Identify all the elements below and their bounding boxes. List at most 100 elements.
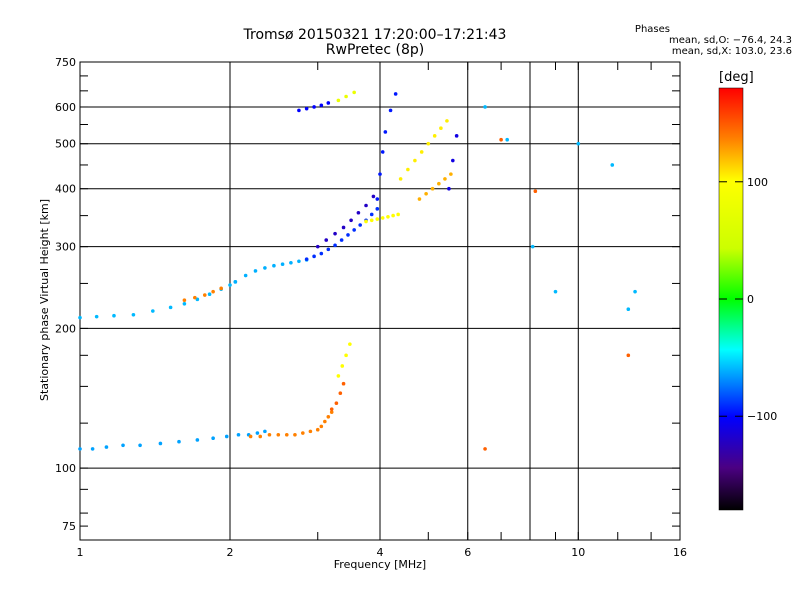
data-point xyxy=(380,216,385,220)
data-point xyxy=(112,313,116,318)
data-point xyxy=(326,101,331,105)
data-point xyxy=(336,98,341,103)
data-point xyxy=(364,203,368,208)
data-point xyxy=(333,243,337,248)
data-point xyxy=(276,432,281,437)
data-point xyxy=(375,197,380,201)
data-point xyxy=(424,192,428,196)
data-point xyxy=(553,289,558,294)
data-point xyxy=(375,207,380,211)
data-point xyxy=(94,314,99,319)
data-point xyxy=(121,443,125,448)
data-point xyxy=(315,244,320,249)
data-point xyxy=(211,289,215,294)
data-point xyxy=(338,391,343,396)
data-point xyxy=(530,244,535,249)
data-point xyxy=(378,172,382,176)
colorbar-tick-label: 100 xyxy=(747,176,768,189)
data-point xyxy=(393,92,398,96)
data-point xyxy=(263,266,267,270)
data-point xyxy=(207,292,212,296)
data-point xyxy=(78,315,82,320)
x-tick-label: 2 xyxy=(227,546,234,559)
chart-title: Tromsø 20150321 17:20:00–17:21:43 xyxy=(243,27,507,43)
data-points xyxy=(78,90,637,451)
data-point xyxy=(483,105,487,109)
data-point xyxy=(369,218,374,223)
colorbar-unit-label: [deg] xyxy=(719,70,754,85)
data-point xyxy=(371,194,376,199)
data-point xyxy=(383,130,388,134)
data-point xyxy=(352,228,356,232)
data-point xyxy=(426,141,431,146)
y-tick-label: 400 xyxy=(55,183,76,196)
data-point xyxy=(236,432,241,437)
data-point xyxy=(449,172,453,176)
data-point xyxy=(195,297,200,302)
data-point xyxy=(443,177,447,181)
data-point xyxy=(352,90,356,95)
colorbar-ticks: 100 0 −100 xyxy=(719,176,777,423)
x-tick-label: 1 xyxy=(77,546,84,559)
phases-heading: Phases xyxy=(634,24,670,35)
x-tick-label: 4 xyxy=(377,546,384,559)
data-point xyxy=(104,445,109,449)
data-point xyxy=(344,94,348,99)
data-point xyxy=(334,401,339,405)
data-point xyxy=(333,231,337,236)
data-point xyxy=(447,186,451,191)
data-point xyxy=(228,283,232,287)
data-point xyxy=(483,447,487,451)
data-point xyxy=(289,260,293,265)
x-axis-label: Frequency [MHz] xyxy=(334,558,426,571)
data-point xyxy=(255,431,260,435)
axis-ticks xyxy=(79,61,681,540)
data-point xyxy=(131,312,136,317)
data-point xyxy=(419,150,424,154)
data-point xyxy=(177,439,181,444)
data-point xyxy=(297,259,301,264)
y-tick-label: 100 xyxy=(55,462,76,475)
data-point xyxy=(211,436,215,440)
data-point xyxy=(78,447,82,451)
phases-x-stats: mean, sd,X: 103.0, 23.6 xyxy=(671,46,792,57)
data-point xyxy=(432,134,437,138)
colorbar-tick-label: 0 xyxy=(747,293,754,306)
data-point xyxy=(341,225,346,230)
data-point xyxy=(202,293,207,297)
data-point xyxy=(90,447,95,451)
data-point xyxy=(413,158,417,163)
data-point xyxy=(195,438,200,442)
data-point xyxy=(398,177,403,181)
data-point xyxy=(151,309,155,313)
data-point xyxy=(348,342,352,346)
data-point xyxy=(253,269,258,273)
data-point xyxy=(312,105,316,109)
phases-o-stats: mean, sd,O: −76.4, 24.3 xyxy=(669,35,792,46)
data-point xyxy=(445,119,449,123)
data-point xyxy=(193,295,197,300)
data-point xyxy=(308,429,313,434)
y-axis-label: Stationary phase Virtual Height [km] xyxy=(38,199,51,401)
data-point xyxy=(319,103,324,108)
data-point xyxy=(267,432,272,437)
data-point xyxy=(364,219,368,224)
data-point xyxy=(233,280,238,284)
data-point xyxy=(430,186,435,191)
data-point xyxy=(344,353,348,358)
y-tick-labels: 75 100 200 300 400 500 600 750 xyxy=(55,56,76,533)
data-point xyxy=(284,432,289,437)
colorbar-tick-label: −100 xyxy=(747,410,777,423)
data-point xyxy=(369,212,374,217)
data-point xyxy=(182,298,187,303)
data-point xyxy=(301,431,305,435)
grid xyxy=(79,62,681,540)
data-point xyxy=(340,364,345,368)
data-point xyxy=(319,251,324,256)
data-point xyxy=(396,212,400,217)
data-point xyxy=(341,381,346,386)
data-point xyxy=(297,108,301,113)
data-point xyxy=(324,238,329,242)
data-point xyxy=(326,247,331,252)
data-point xyxy=(339,238,344,242)
